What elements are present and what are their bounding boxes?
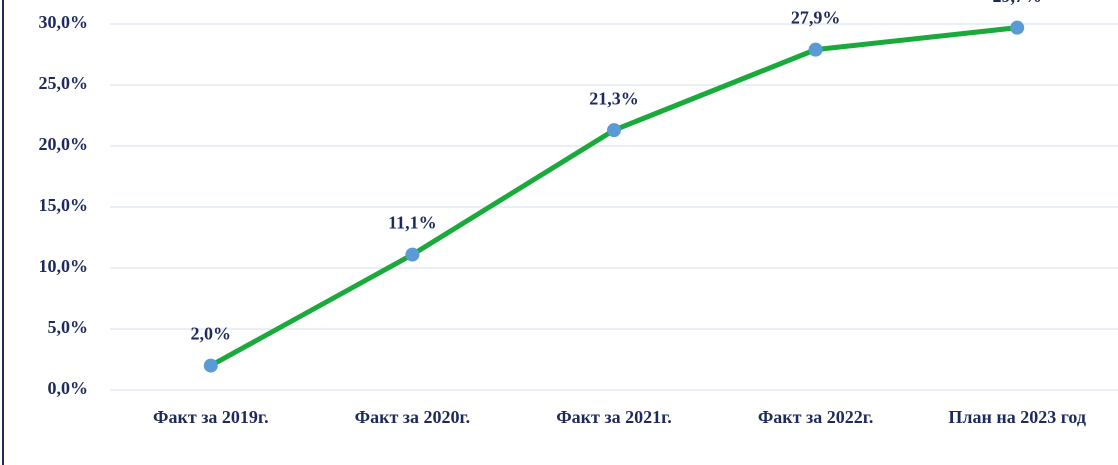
y-tick-label: 10,0% — [39, 256, 89, 276]
x-tick-label: Факт за 2019г. — [153, 407, 269, 427]
y-tick-label: 15,0% — [39, 195, 89, 215]
data-point — [203, 358, 218, 373]
y-tick-label: 30,0% — [39, 12, 89, 32]
y-tick-label: 20,0% — [39, 134, 89, 154]
data-label: 27,9% — [791, 8, 841, 28]
y-tick-label: 5,0% — [48, 317, 89, 337]
x-tick-label: Факт за 2020г. — [354, 407, 471, 427]
y-tick-label: 25,0% — [39, 73, 89, 93]
data-point — [808, 42, 823, 57]
x-tick-label: Факт за 2022г. — [757, 407, 874, 427]
data-point — [405, 247, 420, 262]
series-line — [209, 25, 1018, 368]
data-point — [607, 123, 621, 138]
data-label: 2,0% — [191, 324, 232, 344]
x-tick-label: План на 2023 год — [948, 407, 1087, 427]
data-label: 29,7% — [992, 0, 1042, 6]
y-tick-label: 0,0% — [48, 378, 89, 398]
data-point — [1010, 20, 1025, 35]
x-tick-label: Факт за 2021г. — [556, 407, 672, 427]
data-label: 21,3% — [589, 88, 639, 108]
data-label: 11,1% — [388, 213, 437, 233]
